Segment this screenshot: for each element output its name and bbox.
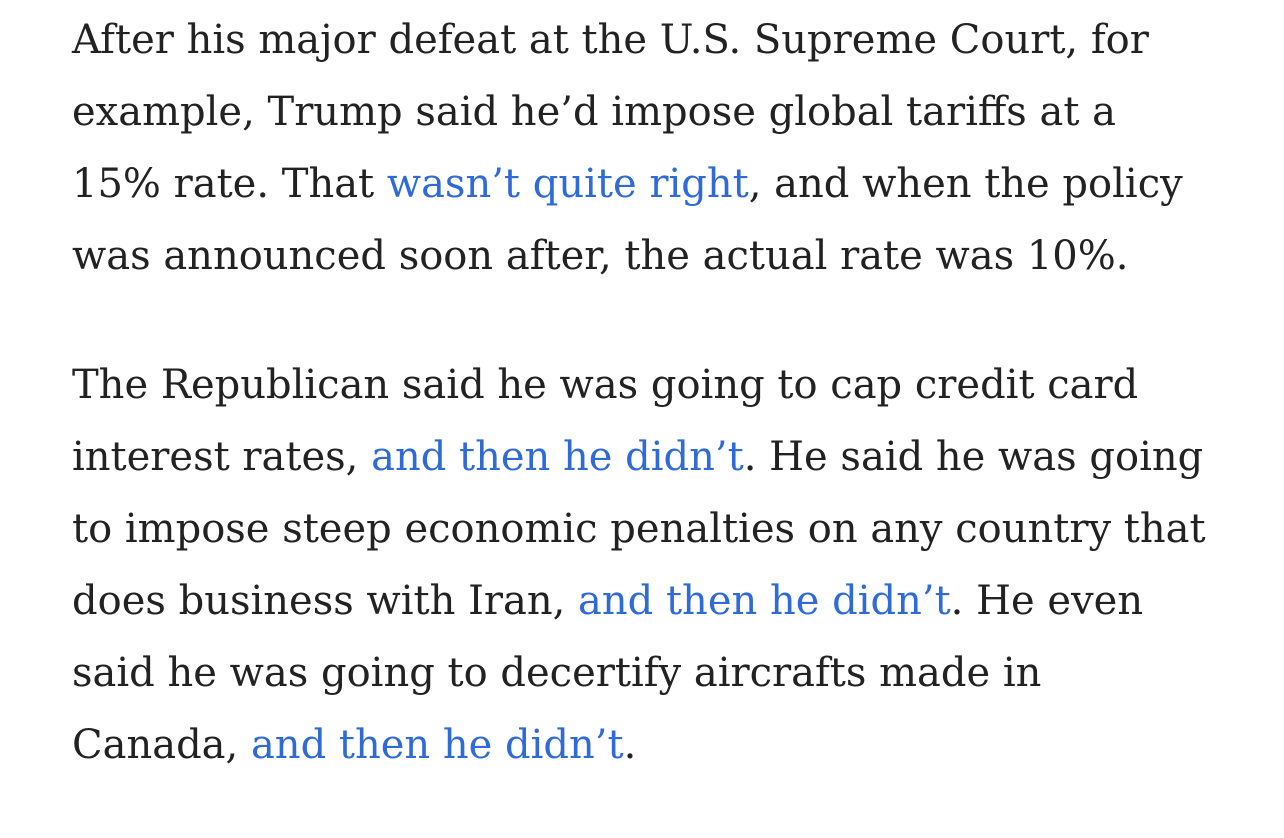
text-run: , and when the policy was announced soon… [72, 161, 1183, 279]
text-run: . He even said he was going to decertify… [72, 578, 1144, 768]
text-run: . He said he was going to impose steep e… [72, 434, 1206, 624]
inline-link[interactable]: wasn’t quite right [386, 161, 749, 207]
paragraph: The Republican said he was going to cap … [72, 349, 1217, 781]
text-run: . [623, 722, 637, 768]
text-run: After his major defeat at the U.S. Supre… [72, 17, 1149, 207]
inline-link[interactable]: and then he didn’t [250, 722, 624, 768]
text-run: The Republican said he was going to cap … [72, 362, 1139, 480]
article-body: After his major defeat at the U.S. Supre… [72, 4, 1217, 838]
inline-link[interactable]: and then he didn’t [578, 578, 951, 624]
paragraph: After his major defeat at the U.S. Supre… [72, 4, 1217, 292]
inline-link[interactable]: and then he didn’t [371, 434, 744, 480]
